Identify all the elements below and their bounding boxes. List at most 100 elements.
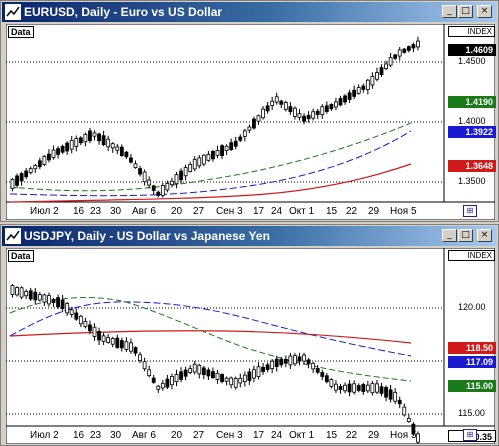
x-label: 16	[73, 430, 85, 441]
candle	[311, 362, 316, 370]
candle	[183, 369, 188, 377]
candle	[206, 154, 211, 161]
candle	[192, 159, 197, 170]
candle	[19, 173, 24, 182]
candle	[51, 298, 56, 303]
candle	[24, 170, 29, 178]
x-label: 22	[346, 206, 358, 217]
candle	[356, 87, 361, 94]
candle	[56, 148, 60, 155]
candle	[233, 378, 238, 388]
x-label: 27	[193, 430, 205, 441]
candle	[375, 72, 379, 80]
candle	[242, 374, 247, 383]
x-label: Июл 2	[30, 430, 59, 441]
candle	[365, 79, 370, 90]
close-button[interactable]: ×	[477, 5, 492, 18]
candle	[252, 369, 256, 379]
candle	[37, 294, 42, 301]
candle	[365, 384, 370, 392]
candle	[388, 389, 393, 400]
maximize-button[interactable]: □	[458, 229, 473, 242]
candle	[375, 383, 379, 393]
candle	[265, 105, 270, 112]
candle	[215, 372, 220, 380]
candle	[238, 136, 243, 141]
candle	[170, 376, 174, 386]
candle	[179, 371, 183, 380]
chart-settings-icon[interactable]: ⊞	[463, 205, 477, 217]
usdjpy-window: USDJPY, Daily - US Dollar vs Japanese Ye…	[0, 224, 499, 446]
candle	[60, 299, 65, 309]
price-tag-red-ma: 1.3648	[448, 160, 496, 172]
candle	[338, 386, 343, 390]
candle	[69, 140, 74, 150]
candle	[261, 366, 265, 372]
candle	[247, 371, 252, 381]
x-label: 29	[368, 430, 380, 441]
candle	[106, 336, 111, 344]
candle	[147, 179, 152, 186]
candle	[238, 377, 243, 384]
candle	[411, 44, 416, 49]
candle	[97, 331, 101, 341]
minimize-button[interactable]: _	[442, 5, 457, 18]
candle	[211, 371, 215, 379]
y-tick: 115.00	[458, 408, 485, 418]
chart-settings-icon[interactable]: ⊞	[463, 429, 477, 441]
usdjpy-chart[interactable]: Data INDEX 120.00 115.00 118.50 117.09 1…	[6, 248, 496, 444]
candle	[283, 358, 288, 364]
candle	[347, 92, 352, 100]
candle	[247, 126, 252, 131]
candle	[83, 320, 88, 327]
candle	[151, 377, 156, 383]
candle	[302, 115, 306, 122]
candle	[106, 138, 111, 148]
candle	[188, 368, 193, 373]
candle	[224, 145, 229, 151]
candle	[402, 406, 407, 416]
index-label: INDEX	[448, 26, 495, 37]
eurusd-chart[interactable]: Data INDEX 1.4500 1.4000 1.3500 1.4609 1…	[6, 24, 496, 220]
x-label: Июл 2	[30, 206, 59, 217]
candle	[101, 135, 106, 146]
x-label: Сен 3	[216, 430, 243, 441]
candle	[306, 114, 311, 120]
candle	[274, 96, 279, 103]
candle	[297, 113, 302, 118]
candle	[416, 40, 420, 48]
candle	[60, 145, 65, 153]
candle	[174, 374, 179, 383]
eurusd-titlebar[interactable]: EURUSD, Daily - Euro vs US Dollar _ □ ×	[2, 2, 497, 22]
price-tag-blue-ma: 117.09	[448, 356, 496, 368]
candle	[356, 385, 361, 391]
candle	[69, 309, 74, 315]
minimize-button[interactable]: _	[442, 229, 457, 242]
candle	[311, 111, 316, 119]
candle	[133, 346, 138, 354]
candle	[379, 67, 384, 75]
close-button[interactable]: ×	[477, 229, 492, 242]
candle	[261, 108, 265, 119]
candle	[393, 54, 398, 59]
candle	[252, 118, 256, 129]
candle	[10, 178, 15, 190]
candle	[19, 287, 24, 298]
candle	[402, 48, 407, 53]
candle	[142, 171, 147, 183]
maximize-button[interactable]: □	[458, 5, 473, 18]
x-label: 22	[346, 430, 358, 441]
x-label: 20	[171, 430, 183, 441]
candle	[320, 106, 325, 116]
candle	[129, 157, 133, 163]
candle	[133, 163, 138, 168]
data-label: Data	[8, 250, 34, 262]
x-label: Авг 6	[132, 206, 156, 217]
candle	[288, 355, 293, 366]
eurusd-title: EURUSD, Daily - Euro vs US Dollar	[24, 5, 223, 19]
candle	[197, 157, 202, 167]
price-tag-green-ma: 1.4190	[448, 96, 496, 108]
usdjpy-titlebar[interactable]: USDJPY, Daily - US Dollar vs Japanese Ye…	[2, 226, 497, 246]
candle	[274, 358, 279, 368]
candle	[334, 101, 338, 108]
